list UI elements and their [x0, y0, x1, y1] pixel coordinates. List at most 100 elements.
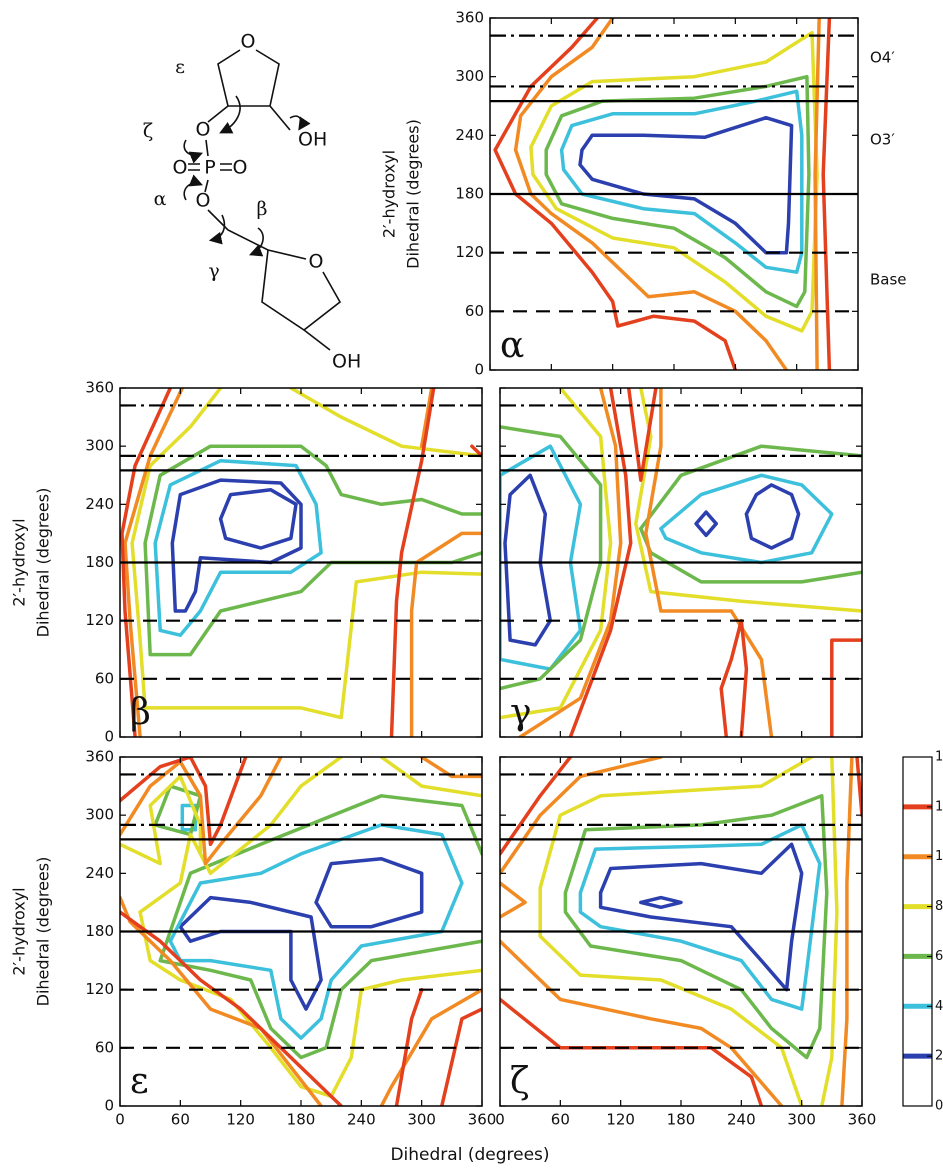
colorbar-tick-label: 14 — [935, 750, 943, 765]
torsion-arrow — [249, 227, 264, 257]
colorbar-tick-label: 0 — [935, 1099, 943, 1114]
x-axis-label: Dihedral (degrees) — [390, 1145, 549, 1165]
y-tick-label: 120 — [85, 980, 114, 998]
contour-line — [559, 89, 804, 274]
region-label: O3′ — [870, 131, 895, 149]
torsion-arrow — [219, 95, 241, 134]
contour-line — [170, 478, 303, 613]
contour-line — [578, 115, 794, 255]
contour-line — [568, 388, 862, 737]
contour-line — [503, 473, 801, 647]
contour-line — [544, 74, 811, 309]
atom-label: O — [309, 251, 324, 273]
x-tick-label: 240 — [727, 1111, 756, 1129]
torsion-label: ζ — [143, 120, 153, 142]
atom-label: O — [196, 190, 211, 212]
contour-line — [178, 857, 424, 1011]
contour-line — [500, 757, 862, 1106]
x-tick-label: 120 — [226, 1111, 255, 1129]
x-tick-label: 0 — [115, 1111, 125, 1129]
y-tick-label: 300 — [455, 67, 484, 85]
y-tick-label: 60 — [95, 669, 114, 687]
y-tick-label: 0 — [104, 1097, 114, 1115]
torsion-arrow — [208, 214, 226, 245]
torsion-label: β — [257, 198, 268, 220]
region-label: Base — [870, 271, 907, 289]
y-axis-label: Dihedral (degrees) — [34, 488, 53, 638]
x-tick-label: 120 — [606, 1111, 635, 1129]
y-axis-label: 2′-hydroxyl — [10, 887, 29, 975]
atom-label: O — [233, 157, 248, 179]
y-axis-label: 2′-hydroxyl — [380, 150, 399, 238]
y-tick-label: 360 — [85, 379, 114, 397]
contour-line — [120, 388, 482, 737]
panel-label: β — [130, 692, 151, 733]
torsion-label: α — [154, 188, 167, 210]
x-tick-label: 300 — [787, 1111, 816, 1129]
y-tick-label: 300 — [85, 806, 114, 824]
colorbar-frame — [902, 756, 933, 1107]
y-tick-label: 180 — [455, 185, 484, 203]
contour-line — [500, 425, 862, 691]
x-tick-label: 0 — [495, 1111, 505, 1129]
torsion-arrow — [183, 139, 203, 164]
colorbar-tick-label: 4 — [935, 999, 943, 1014]
panel-label: ζ — [510, 1061, 530, 1102]
y-tick-label: 60 — [95, 1038, 114, 1056]
contour-line — [153, 458, 323, 637]
contour-line — [120, 757, 482, 1106]
contour-line — [120, 757, 482, 1099]
torsion-label: γ — [208, 260, 219, 282]
panel-label: ε — [130, 1061, 149, 1102]
y-tick-label: 240 — [85, 495, 114, 513]
atom-label: OH — [332, 351, 361, 373]
y-tick-label: 180 — [85, 922, 114, 940]
colorbar-tick-label: 10 — [935, 849, 943, 864]
region-label: O4′ — [870, 49, 895, 67]
colorbar-tick-label: 8 — [935, 899, 943, 914]
colorbar-tick-label: 6 — [935, 949, 943, 964]
y-tick-label: 120 — [455, 243, 484, 261]
contour-line — [143, 444, 482, 657]
x-tick-label: 180 — [287, 1111, 316, 1129]
torsion-arrow — [183, 174, 203, 201]
atom-label: OH — [298, 129, 327, 151]
contour-line — [598, 842, 804, 992]
panel-label: γ — [510, 692, 532, 733]
molecule-diagram: O ε ζ O OH O P O α O β γ O OH — [143, 31, 361, 373]
y-tick-label: 60 — [465, 302, 484, 320]
x-tick-label: 360 — [468, 1111, 497, 1129]
atom-label: O — [196, 119, 211, 141]
x-tick-label: 360 — [848, 1111, 877, 1129]
x-tick-label: 60 — [171, 1111, 190, 1129]
y-tick-label: 240 — [455, 126, 484, 144]
atom-label: O — [241, 31, 256, 53]
torsion-arrow — [289, 115, 311, 131]
colorbar-tick-label: 12 — [935, 799, 943, 814]
torsion-label: ε — [175, 56, 185, 78]
x-tick-label: 180 — [667, 1111, 696, 1129]
y-axis-label: Dihedral (degrees) — [404, 119, 423, 269]
x-tick-label: 300 — [407, 1111, 436, 1129]
x-tick-label: 240 — [347, 1111, 376, 1129]
contour-line — [120, 757, 482, 1106]
contour-line — [513, 18, 821, 370]
atom-label: P — [204, 157, 215, 179]
contour-line — [500, 444, 834, 671]
y-tick-label: 120 — [85, 611, 114, 629]
y-axis-label: Dihedral (degrees) — [34, 857, 53, 1007]
contour-line — [130, 388, 482, 720]
y-tick-label: 180 — [85, 553, 114, 571]
colorbar-tick-label: 2 — [935, 1049, 943, 1064]
contour-line — [500, 757, 854, 1106]
x-tick-label: 60 — [551, 1111, 570, 1129]
contour-line — [518, 388, 774, 737]
y-tick-label: 0 — [104, 728, 114, 746]
atom-label: O — [173, 157, 188, 179]
y-axis-label: 2′-hydroxyl — [10, 518, 29, 606]
y-tick-label: 360 — [455, 9, 484, 27]
panel-label: α — [500, 325, 524, 366]
y-tick-label: 0 — [474, 361, 484, 379]
contour-line — [563, 794, 829, 1060]
